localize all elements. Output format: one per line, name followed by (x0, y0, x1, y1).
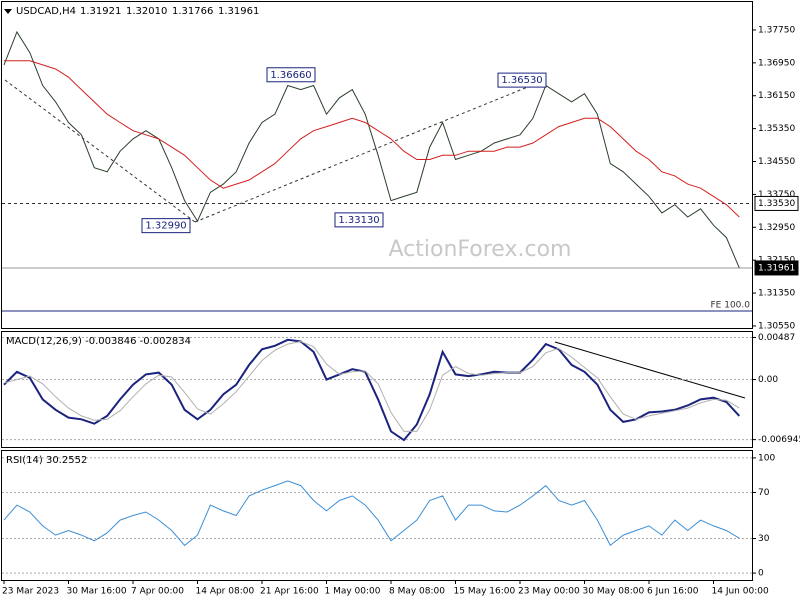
watermark: ActionForex.com (389, 237, 572, 262)
y-tick-label: 1.35350 (758, 124, 795, 134)
series-line (3, 338, 741, 442)
level-box (754, 195, 799, 211)
panel-title: USDCAD,H4 (16, 6, 76, 17)
trend-line (194, 81, 541, 223)
annotation-box (266, 67, 316, 83)
x-tick-label: 30 May 08:00 (583, 587, 645, 597)
macd-trend-line (554, 341, 746, 399)
y-tick-label: 0 (758, 569, 764, 579)
menu-arrow (4, 9, 12, 14)
level-label: 1.31961 (758, 263, 795, 273)
series-line (4, 60, 740, 218)
level-label: 1.33530 (758, 199, 795, 209)
annotation-label: 1.33130 (338, 215, 379, 226)
y-tick-label: 1.32950 (758, 223, 795, 233)
series-line (3, 480, 740, 547)
y-tick-label: 1.36150 (758, 91, 795, 101)
level-box (754, 260, 799, 276)
annotation-box (334, 212, 384, 228)
annotation-label: 1.36530 (501, 75, 542, 86)
fe-label: FE 100.0 (711, 300, 751, 310)
x-tick-label: 14 Jun 00:00 (712, 587, 769, 597)
macd-panel (1, 331, 753, 448)
y-tick-label: 0.00487 (758, 333, 795, 343)
y-tick-label: 1.30550 (758, 321, 795, 331)
x-tick-label: 30 Mar 16:00 (67, 587, 127, 597)
y-tick-label: 70 (758, 488, 770, 498)
rsi-panel (1, 450, 753, 581)
x-tick-label: 14 Apr 08:00 (196, 587, 255, 597)
y-tick-label: 1.31350 (758, 289, 795, 299)
y-tick-label: 1.36950 (758, 58, 795, 68)
ohlc-label: 1.32010 (126, 6, 167, 17)
ohlc-label: 1.31961 (218, 6, 259, 17)
x-tick-label: 15 May 16:00 (454, 587, 516, 597)
x-tick-label: 23 May 00:00 (518, 587, 580, 597)
x-tick-label: 6 Jun 16:00 (647, 587, 699, 597)
ohlc-label: 1.31766 (172, 6, 213, 17)
x-tick-label: 7 Apr 00:00 (131, 587, 184, 597)
annotation-label: 1.36660 (270, 70, 311, 81)
series-line (3, 340, 740, 432)
x-tick-label: 23 Mar 2023 (2, 587, 59, 597)
y-tick-label: 1.37750 (758, 25, 795, 35)
annotation-box (141, 218, 191, 234)
y-tick-label: -0.006945 (758, 435, 800, 445)
annotation-label: 1.32990 (145, 221, 186, 232)
panel-title: MACD(12,26,9) -0.003846 -0.002834 (6, 336, 191, 347)
series-line (3, 30, 740, 269)
ohlc-label: 1.31921 (80, 6, 121, 17)
x-tick-label: 1 May 00:00 (325, 587, 381, 597)
annotation-box (497, 72, 547, 88)
y-tick-label: 30 (758, 534, 770, 544)
y-tick-label: 1.33750 (758, 190, 795, 200)
y-tick-label: 0.00 (758, 375, 778, 385)
price-panel (1, 1, 753, 329)
panel-title: RSI(14) 30.2552 (6, 455, 87, 466)
x-tick-label: 8 May 08:00 (389, 587, 445, 597)
x-tick-label: 21 Apr 16:00 (260, 587, 319, 597)
y-tick-label: 100 (758, 453, 775, 463)
y-tick-label: 1.34550 (758, 157, 795, 167)
